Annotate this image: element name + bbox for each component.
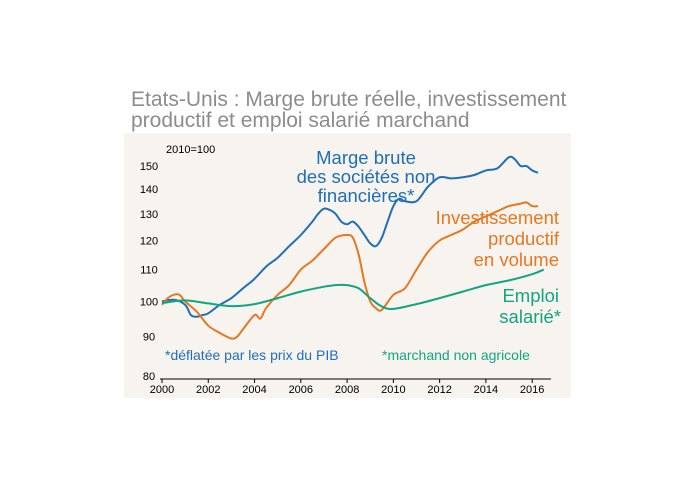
x-tick-label: 2002	[196, 384, 220, 396]
footnote-employment: *marchand non agricole	[382, 347, 530, 363]
x-tick-label: 2010	[381, 384, 405, 396]
base-label: 2010=100	[166, 144, 215, 156]
employment-series-line	[161, 268, 545, 310]
margin-label-line-2: des sociétés non	[297, 166, 436, 187]
y-tick-label: 80	[143, 371, 155, 383]
investment-series-label: Investissement productif en volume	[436, 207, 560, 270]
investment-series-line	[161, 201, 539, 340]
investment-label-line-2: productif	[488, 228, 560, 249]
x-axis-ticks: 2000 2002 2004 2006 2008 2010 2012 2014 2016	[150, 379, 544, 396]
investment-label-line-3: en volume	[474, 249, 559, 270]
x-tick-label: 2006	[289, 384, 313, 396]
x-tick-label: 2014	[474, 384, 498, 396]
y-tick-label: 90	[143, 332, 155, 344]
y-tick-label: 110	[140, 265, 158, 277]
x-tick-label: 2008	[335, 384, 359, 396]
chart-panel	[124, 133, 571, 398]
chart-title-line-2: productif et emploi salarié marchand	[131, 109, 470, 132]
footnote-margin: *déflatée par les prix du PIB	[165, 347, 339, 363]
margin-series-line	[161, 155, 539, 318]
y-tick-label: 100	[140, 296, 158, 308]
x-tick-label: 2004	[242, 384, 266, 396]
x-tick-label: 2000	[150, 384, 174, 396]
margin-label-line-1: Marge brute	[316, 147, 416, 168]
employment-label-line-2: salarié*	[499, 306, 561, 327]
employment-label-line-1: Emploi	[502, 285, 559, 306]
margin-label-line-3: financières*	[318, 185, 415, 206]
y-tick-label: 120	[140, 236, 158, 248]
x-tick-label: 2012	[427, 384, 451, 396]
y-tick-label: 140	[140, 184, 158, 196]
chart-title-line-1: Etats-Unis : Marge brute réelle, investi…	[131, 88, 567, 111]
y-tick-label: 150	[140, 161, 158, 173]
x-tick-label: 2016	[520, 384, 544, 396]
y-tick-label: 130	[140, 209, 158, 221]
series-lines	[161, 155, 545, 340]
y-axis-ticks: 80 90 100 110 120 130 140 150	[140, 161, 158, 383]
chart-title: Etats-Unis : Marge brute réelle, investi…	[131, 89, 571, 131]
investment-label-line-1: Investissement	[436, 207, 559, 228]
employment-series-label: Emploi salarié*	[499, 285, 561, 327]
margin-series-label: Marge brute des sociétés non financières…	[297, 147, 436, 206]
